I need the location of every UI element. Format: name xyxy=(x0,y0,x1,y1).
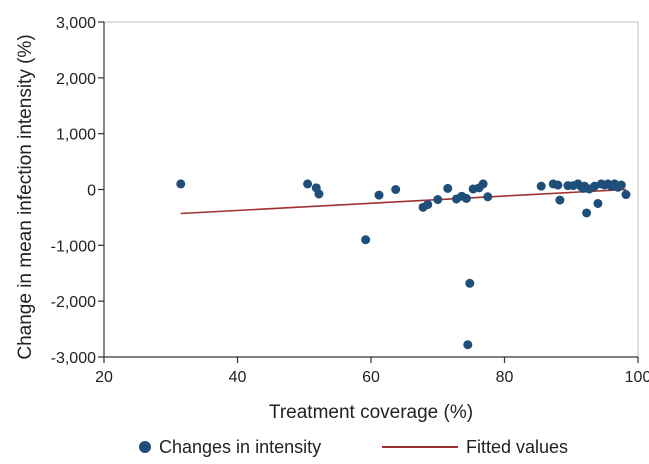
data-point xyxy=(361,235,371,245)
data-point xyxy=(374,190,384,200)
data-point xyxy=(433,195,443,205)
data-point xyxy=(483,192,493,202)
data-point xyxy=(536,181,546,191)
data-point xyxy=(582,208,592,218)
fitted-line xyxy=(180,188,627,215)
x-tick-label: 60 xyxy=(362,369,380,386)
data-point xyxy=(555,195,565,205)
data-point xyxy=(621,190,631,200)
y-tick-label: -3,000 xyxy=(51,350,96,367)
x-tick-label: 100 xyxy=(625,369,649,386)
data-point xyxy=(314,189,324,199)
y-tick-label: -1,000 xyxy=(51,238,96,255)
data-point xyxy=(463,340,473,350)
y-tick-label: 3,000 xyxy=(56,15,96,32)
y-axis-title: Change in mean infection intensity (%) xyxy=(15,34,36,359)
legend-scatter-label: Changes in intensity xyxy=(159,437,321,457)
y-tick-label: 0 xyxy=(87,183,96,200)
data-point xyxy=(593,198,603,208)
data-point xyxy=(443,183,453,193)
data-point xyxy=(465,278,475,288)
x-tick-label: 80 xyxy=(496,369,514,386)
data-point xyxy=(303,179,313,189)
y-tick-label: -2,000 xyxy=(51,294,96,311)
y-tick-label: 1,000 xyxy=(56,127,96,144)
data-point xyxy=(461,193,471,203)
x-tick-label: 40 xyxy=(229,369,247,386)
legend-scatter-marker xyxy=(139,441,151,453)
data-point xyxy=(616,180,626,190)
legend-fit-label: Fitted values xyxy=(466,437,568,457)
legend: Changes in intensity Fitted values xyxy=(139,437,568,457)
data-point xyxy=(553,180,563,190)
y-tick-label: 2,000 xyxy=(56,71,96,88)
data-point xyxy=(423,200,433,210)
x-axis-title: Treatment coverage (%) xyxy=(269,402,473,423)
data-point xyxy=(478,179,488,189)
data-point xyxy=(391,185,401,194)
x-tick-label: 20 xyxy=(95,369,113,386)
data-point xyxy=(176,179,186,189)
